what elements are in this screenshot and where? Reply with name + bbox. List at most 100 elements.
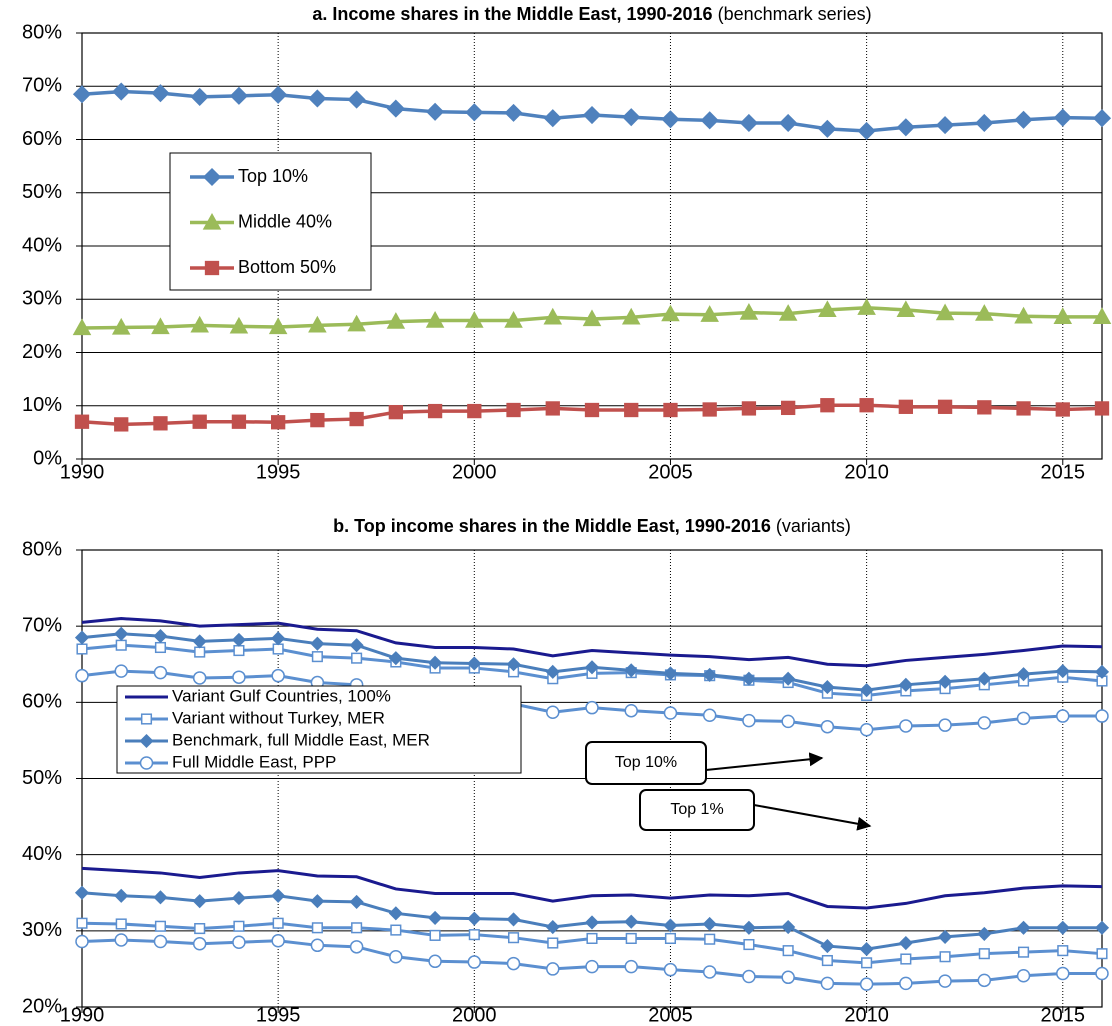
- marker: [429, 929, 441, 941]
- marker: [977, 400, 992, 415]
- y-tick-label: 70%: [22, 614, 62, 636]
- marker: [820, 939, 835, 954]
- marker: [1014, 110, 1033, 129]
- marker: [153, 890, 168, 905]
- marker: [545, 401, 560, 416]
- y-tick-label: 30%: [22, 919, 62, 941]
- marker: [663, 666, 678, 681]
- x-tick-label: 2000: [452, 1004, 497, 1026]
- marker: [192, 414, 207, 429]
- marker: [857, 298, 876, 315]
- marker: [977, 671, 992, 686]
- annotation-box: [585, 741, 707, 785]
- chart-title: a. Income shares in the Middle East, 199…: [312, 4, 871, 24]
- marker: [231, 414, 247, 429]
- x-tick-label: 1995: [256, 1004, 301, 1026]
- x-tick-label: 2005: [648, 1004, 693, 1026]
- marker: [938, 974, 952, 988]
- title-main: b. Top income shares in the Middle East,…: [333, 516, 771, 536]
- x-tick-label: 2000: [452, 461, 497, 483]
- marker: [194, 922, 206, 935]
- marker: [621, 307, 641, 325]
- marker: [192, 937, 207, 951]
- marker: [1016, 401, 1031, 416]
- marker: [624, 914, 639, 929]
- marker: [741, 401, 757, 416]
- marker: [1016, 711, 1031, 726]
- marker: [1057, 945, 1069, 957]
- marker: [739, 113, 758, 133]
- marker: [781, 714, 795, 729]
- marker: [898, 935, 913, 951]
- marker: [1092, 307, 1112, 324]
- x-tick-label: 1990: [60, 461, 105, 483]
- marker: [192, 634, 207, 649]
- marker: [859, 723, 874, 737]
- marker: [428, 954, 442, 969]
- legend-marker: [204, 260, 220, 276]
- marker: [192, 671, 207, 685]
- marker: [661, 110, 680, 129]
- marker: [661, 304, 680, 322]
- marker: [229, 316, 249, 334]
- legend-label: Variant without Turkey, MER: [172, 708, 385, 727]
- marker: [585, 700, 599, 715]
- marker: [75, 934, 89, 949]
- marker: [428, 655, 443, 670]
- marker: [546, 705, 560, 719]
- marker: [977, 973, 992, 988]
- marker: [624, 959, 638, 974]
- marker: [1056, 709, 1070, 723]
- x-tick-label: 2005: [648, 461, 693, 483]
- marker: [743, 938, 755, 951]
- marker: [192, 894, 207, 909]
- marker: [504, 103, 523, 122]
- marker: [1092, 109, 1112, 128]
- marker: [896, 118, 915, 137]
- annotation-box: [639, 789, 755, 831]
- marker: [114, 888, 129, 903]
- marker: [351, 922, 363, 934]
- marker: [232, 670, 246, 684]
- marker: [231, 891, 246, 906]
- legend-box: [116, 685, 522, 774]
- y-tick-label: 60%: [22, 691, 62, 713]
- marker: [425, 311, 445, 328]
- marker: [782, 945, 794, 957]
- marker: [386, 99, 405, 118]
- marker: [154, 641, 167, 654]
- annotation-text: Top 1%: [670, 801, 723, 818]
- marker: [1053, 307, 1073, 324]
- marker: [271, 631, 286, 646]
- marker: [935, 303, 955, 321]
- marker: [389, 949, 403, 964]
- marker: [76, 917, 88, 929]
- marker: [154, 920, 167, 932]
- marker: [1016, 667, 1031, 682]
- marker: [742, 713, 756, 728]
- marker: [112, 82, 131, 101]
- marker: [543, 109, 562, 128]
- legend-marker: [140, 713, 153, 725]
- marker: [582, 309, 602, 327]
- marker: [741, 671, 756, 686]
- marker: [468, 929, 480, 941]
- marker: [778, 304, 798, 321]
- marker: [1095, 709, 1109, 723]
- marker: [585, 959, 599, 974]
- y-tick-label: 20%: [22, 995, 62, 1017]
- marker: [898, 677, 913, 692]
- marker: [702, 965, 717, 979]
- marker: [818, 119, 837, 138]
- marker: [231, 632, 246, 647]
- chart-title: b. Top income shares in the Middle East,…: [333, 516, 851, 536]
- legend-label: Benchmark, full Middle East, MER: [172, 730, 430, 749]
- marker: [861, 957, 873, 969]
- y-tick-label: 50%: [22, 181, 62, 203]
- y-tick-label: 40%: [22, 234, 62, 256]
- marker: [700, 111, 719, 130]
- marker: [111, 317, 131, 335]
- marker: [114, 417, 129, 432]
- marker: [428, 910, 443, 925]
- marker: [584, 402, 600, 418]
